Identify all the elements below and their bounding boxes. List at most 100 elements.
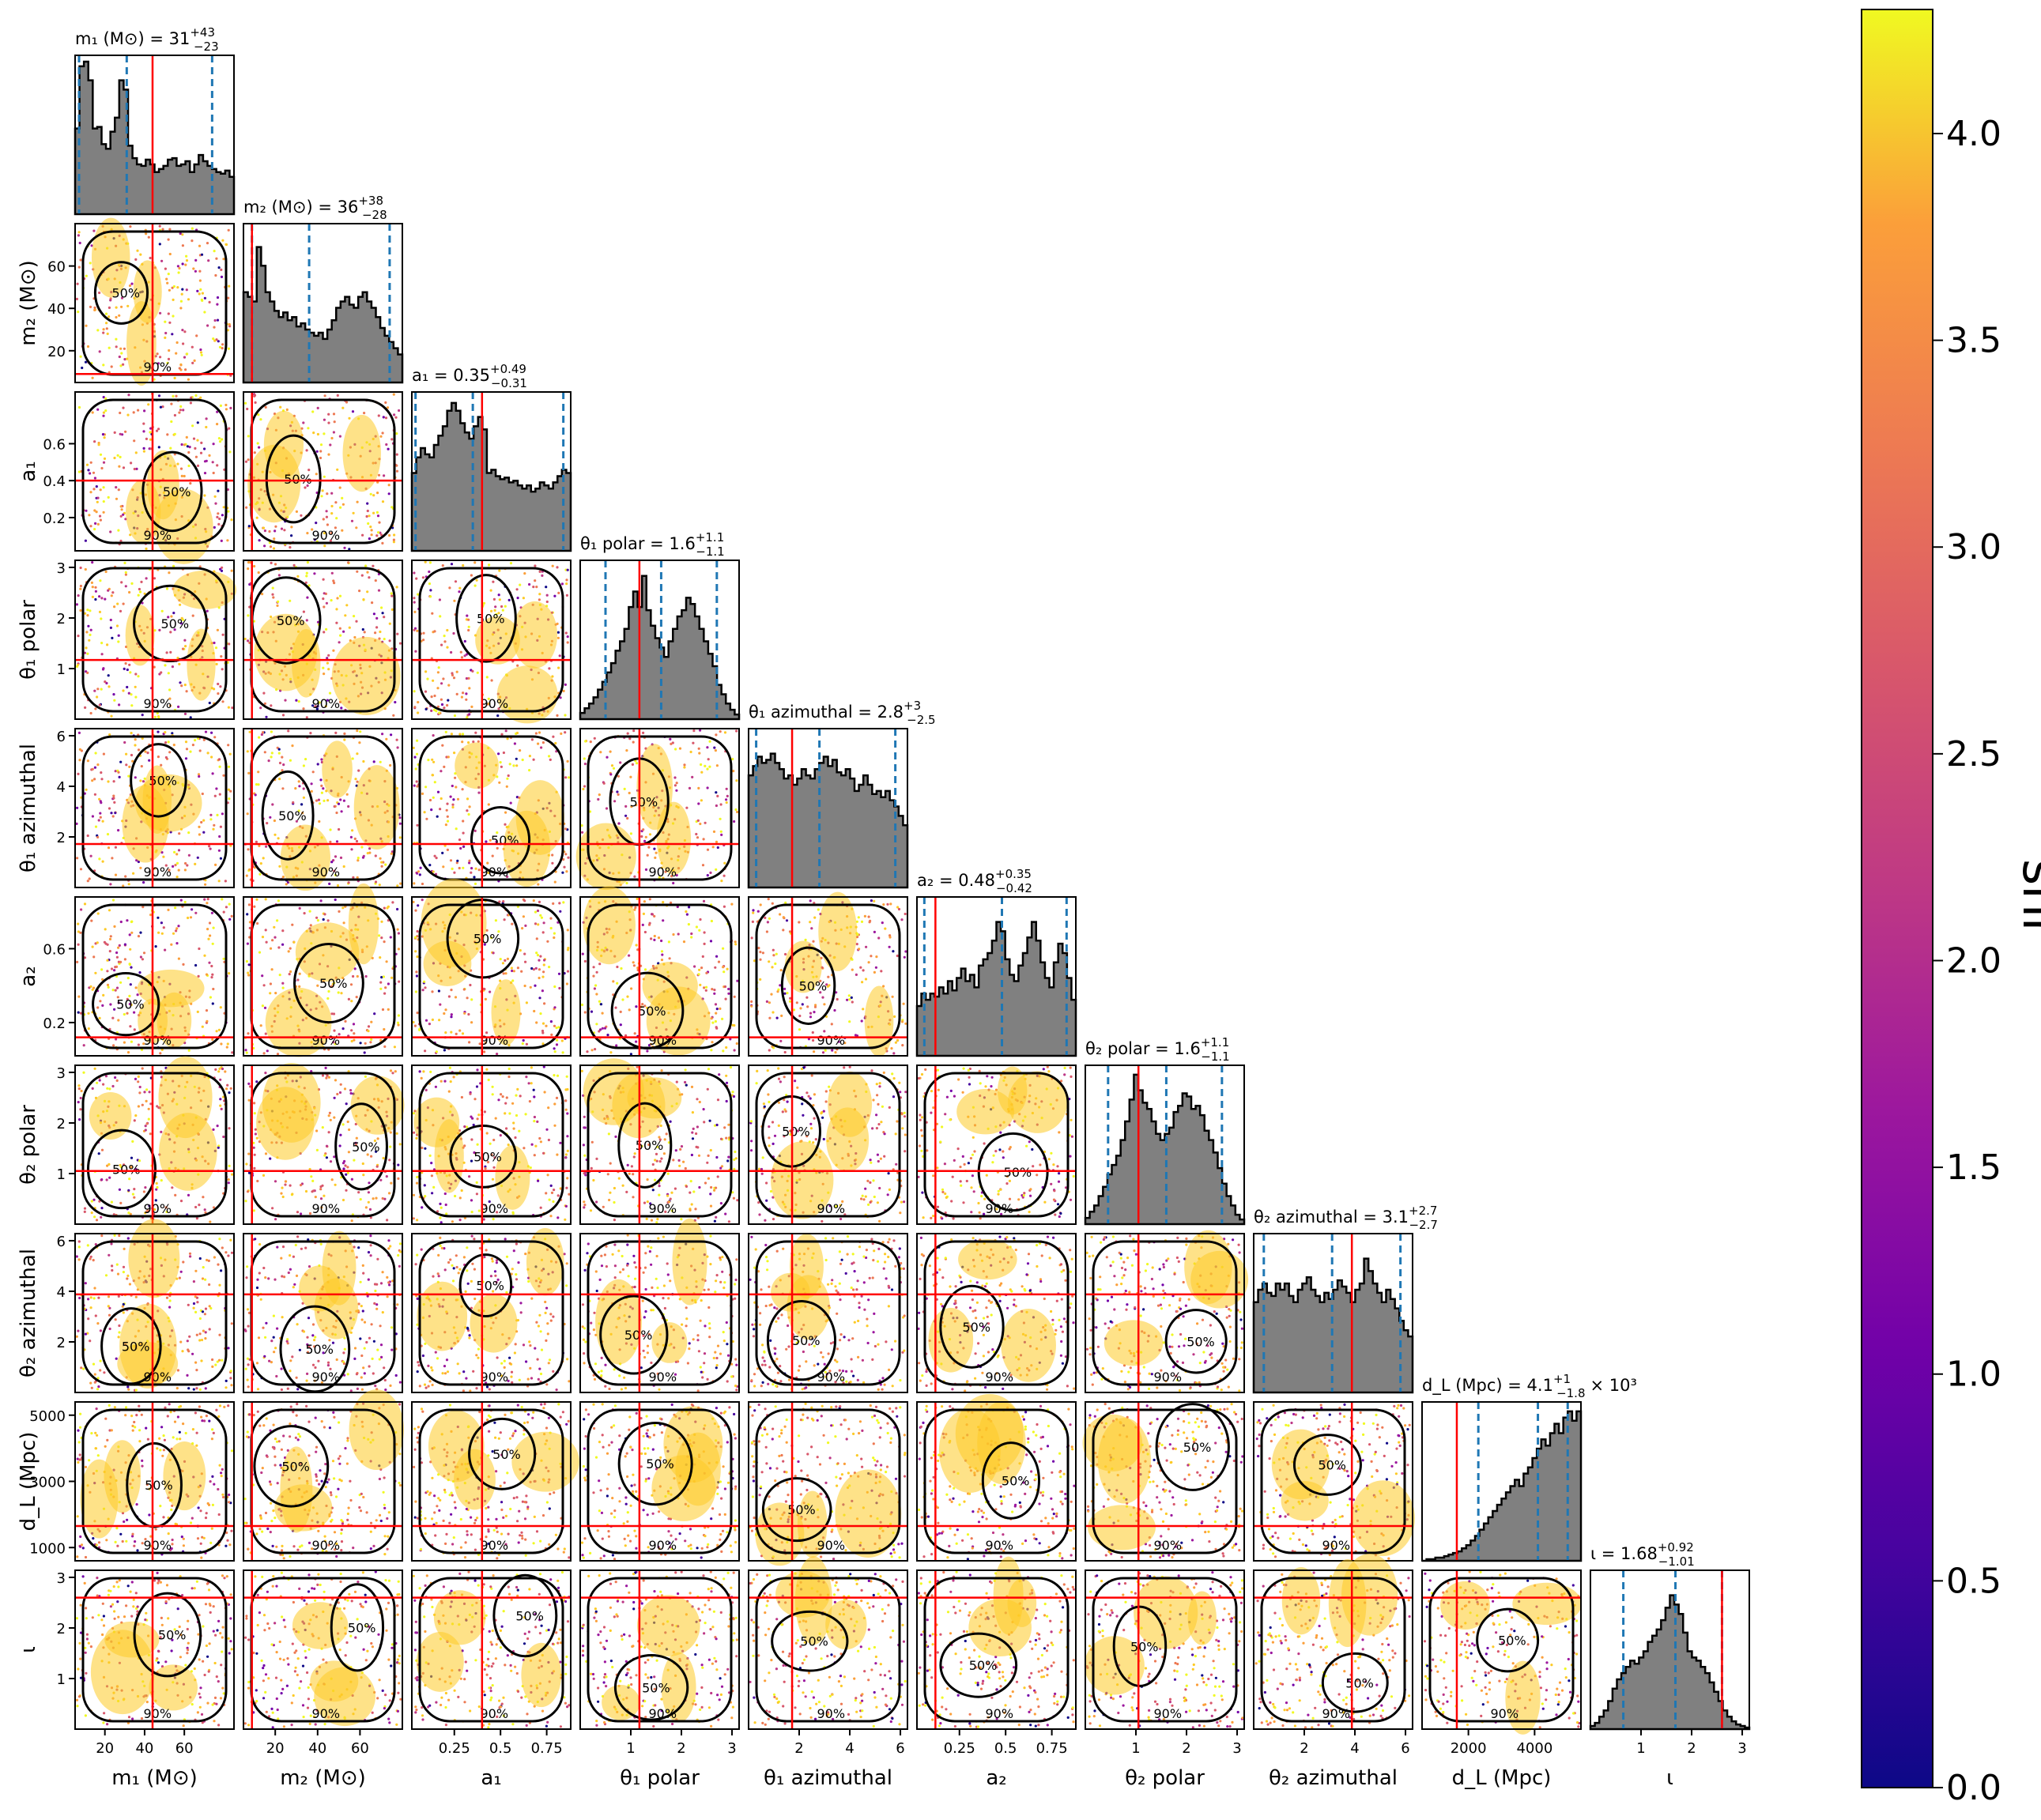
scatter-point bbox=[393, 1046, 396, 1049]
scatter-point bbox=[765, 1000, 769, 1003]
scatter-point bbox=[114, 873, 118, 876]
scatter-point bbox=[180, 474, 183, 478]
scatter-panel-m2-a1: 90%50% bbox=[243, 391, 403, 552]
contour-90 bbox=[81, 398, 228, 544]
scatter-point bbox=[221, 812, 224, 816]
scatter-point bbox=[149, 431, 152, 434]
scatter-point bbox=[613, 800, 617, 803]
scatter-point bbox=[206, 242, 209, 245]
scatter-point bbox=[154, 945, 157, 948]
scatter-point bbox=[338, 486, 341, 489]
scatter-point bbox=[506, 737, 509, 740]
scatter-point bbox=[648, 921, 651, 925]
scatter-point bbox=[137, 593, 140, 597]
scatter-point bbox=[96, 912, 100, 915]
scatter-point bbox=[337, 991, 340, 994]
scatter-point bbox=[415, 1181, 419, 1185]
scatter-point bbox=[133, 1196, 136, 1199]
scatter-point bbox=[720, 880, 723, 883]
scatter-point bbox=[169, 650, 172, 654]
scatter-point bbox=[348, 626, 351, 629]
scatter-point bbox=[339, 1083, 342, 1086]
scatter-point bbox=[340, 810, 343, 813]
scatter-point bbox=[723, 861, 726, 865]
scatter-point bbox=[315, 522, 318, 525]
scatter-point bbox=[397, 1177, 400, 1180]
scatter-point bbox=[549, 926, 553, 930]
scatter-point bbox=[228, 902, 231, 906]
scatter-point bbox=[104, 597, 107, 601]
scatter-point bbox=[123, 958, 126, 961]
scatter-point bbox=[855, 943, 858, 946]
scatter-point bbox=[595, 993, 598, 996]
scatter-point bbox=[487, 1078, 490, 1082]
scatter-point bbox=[201, 299, 204, 302]
scatter-point bbox=[474, 867, 477, 870]
scatter-point bbox=[222, 910, 225, 914]
scatter-point bbox=[690, 1085, 694, 1088]
scatter-point bbox=[126, 919, 129, 922]
scatter-point bbox=[77, 1011, 80, 1014]
scatter-point bbox=[519, 749, 522, 752]
scatter-point bbox=[368, 1208, 372, 1211]
scatter-point bbox=[700, 799, 704, 802]
scatter-point bbox=[382, 1156, 385, 1160]
scatter-point bbox=[246, 750, 249, 753]
scatter-point bbox=[339, 856, 343, 859]
scatter-point bbox=[102, 1083, 105, 1086]
scatter-point bbox=[377, 589, 381, 592]
histogram-panel-m2: m₂ (M⊙) = 36+38 −28 bbox=[242, 194, 404, 384]
scatter-point bbox=[505, 785, 508, 788]
scatter-point bbox=[698, 929, 701, 932]
scatter-point bbox=[435, 857, 438, 860]
scatter-point bbox=[315, 916, 319, 919]
scatter-point bbox=[119, 432, 122, 435]
scatter-point bbox=[203, 311, 206, 314]
scatter-point bbox=[428, 798, 432, 802]
scatter-point bbox=[562, 901, 565, 904]
scatter-point bbox=[330, 571, 334, 575]
contour-label-50: 50% bbox=[163, 484, 191, 499]
scatter-point bbox=[221, 239, 224, 242]
scatter-point bbox=[198, 774, 201, 778]
scatter-point bbox=[134, 776, 137, 779]
scatter-point bbox=[102, 461, 106, 464]
scatter-point bbox=[325, 601, 328, 605]
scatter-point bbox=[217, 1146, 220, 1149]
scatter-point bbox=[672, 881, 675, 885]
scatter-point bbox=[413, 936, 417, 939]
scatter-point bbox=[329, 828, 332, 831]
scatter-point bbox=[698, 968, 701, 971]
scatter-point bbox=[86, 880, 89, 883]
scatter-point bbox=[413, 628, 416, 631]
scatter-point bbox=[629, 1053, 633, 1056]
scatter-point bbox=[165, 277, 168, 281]
scatter-point bbox=[284, 1183, 287, 1186]
scatter-point bbox=[220, 655, 223, 658]
density-region bbox=[455, 742, 499, 789]
scatter-point bbox=[524, 1113, 527, 1116]
scatter-point bbox=[167, 312, 170, 315]
scatter-point bbox=[468, 861, 471, 865]
scatter-point bbox=[129, 671, 132, 674]
scatter-point bbox=[496, 714, 500, 718]
scatter-point bbox=[882, 903, 885, 906]
scatter-point bbox=[183, 443, 186, 447]
scatter-point bbox=[96, 688, 100, 691]
scatter-point bbox=[534, 967, 538, 970]
scatter-point bbox=[289, 546, 292, 549]
scatter-point bbox=[441, 851, 444, 854]
contour-label-90: 90% bbox=[481, 1201, 509, 1216]
scatter-point bbox=[126, 413, 130, 416]
scatter-point bbox=[564, 853, 568, 856]
scatter-point bbox=[461, 733, 465, 736]
contour-90 bbox=[81, 567, 228, 713]
scatter-point bbox=[92, 229, 96, 232]
scatter-point bbox=[553, 1050, 556, 1053]
scatter-point bbox=[174, 1193, 177, 1196]
scatter-point bbox=[563, 865, 566, 869]
scatter-point bbox=[342, 630, 345, 633]
scatter-point bbox=[467, 628, 470, 632]
scatter-point bbox=[892, 950, 895, 953]
scatter-point bbox=[467, 1012, 470, 1016]
